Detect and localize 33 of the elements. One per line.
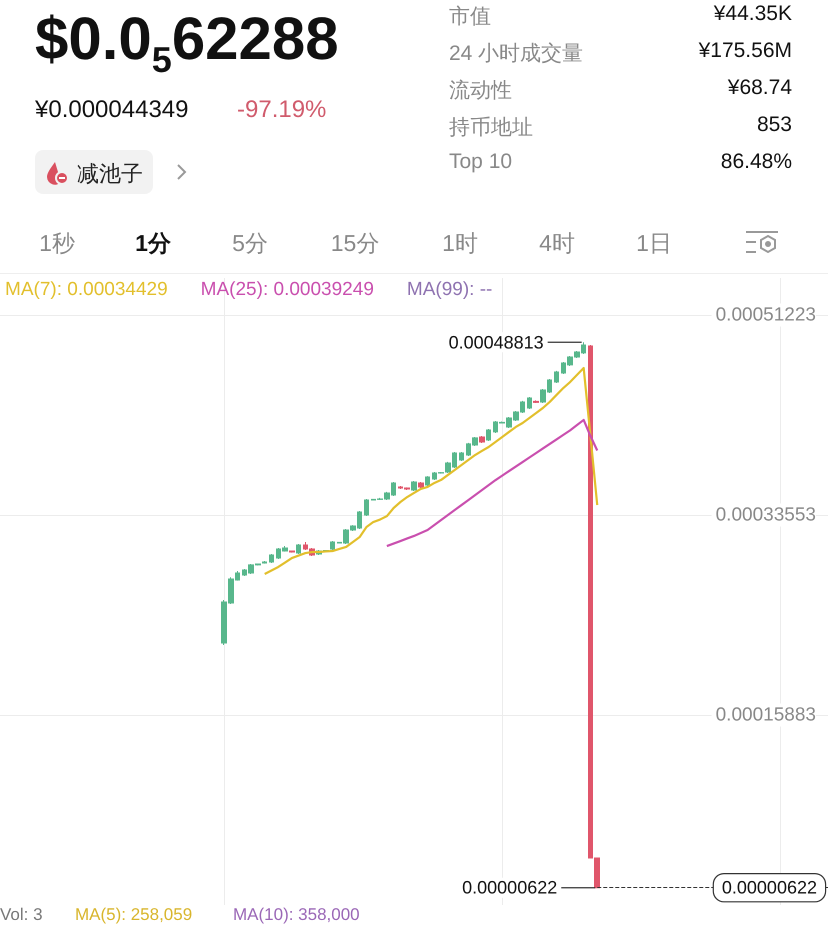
text: 流动性	[449, 78, 512, 104]
text: 市值	[449, 4, 491, 30]
text: 1秒	[39, 229, 75, 258]
text: 1日	[636, 229, 672, 258]
legend-label: MA(99): --	[406, 279, 492, 300]
text: 853	[756, 113, 792, 137]
text: 5分	[232, 229, 268, 258]
text: 15分	[330, 229, 380, 258]
text: Top 10	[449, 150, 512, 174]
annotation: 0.00000622	[462, 878, 558, 898]
chart-title: $0.0$_{5}$62288	[35, 4, 339, 81]
text: -97.19%	[237, 96, 326, 124]
text: 86.48%	[720, 150, 792, 174]
y-tick-label: 0.00015883	[716, 704, 816, 726]
text: ¥175.56M	[698, 39, 792, 63]
text: 1分	[135, 229, 171, 258]
chart-subtitle: ¥0.000044349	[35, 96, 188, 124]
text: ¥44.35K	[714, 2, 792, 26]
text: MA(25): 0.00039249	[200, 279, 374, 300]
text: MA(7): 0.00034429	[5, 279, 168, 300]
text: 24 小时成交量	[449, 41, 584, 67]
text: 持币地址	[449, 115, 533, 141]
annotation: Vol: 3	[0, 905, 43, 925]
y-tick-label: 0.00051223	[716, 304, 816, 326]
annotation: MA(10): 358,000	[233, 905, 360, 925]
annotation: 0.00048813	[448, 332, 544, 352]
y-tick-label: 0.00033553	[716, 504, 816, 526]
annotation: MA(5): 258,059	[75, 905, 192, 925]
text: 4时	[539, 229, 575, 258]
text: ¥68.74	[728, 76, 792, 100]
ref-line-label: 0.00000622	[722, 878, 817, 898]
text: 1时	[442, 229, 478, 258]
text: 减池子	[77, 160, 143, 188]
